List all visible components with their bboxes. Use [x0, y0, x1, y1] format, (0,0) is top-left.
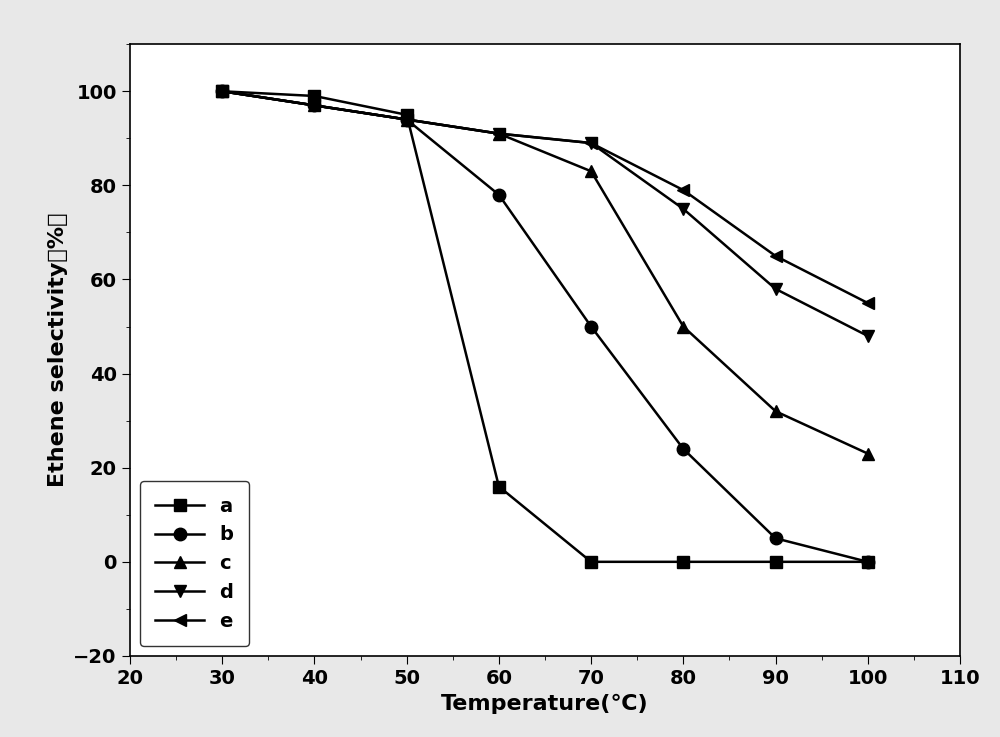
Legend: a, b, c, d, e: a, b, c, d, e	[140, 481, 249, 646]
c	[401, 115, 413, 124]
d	[770, 284, 782, 293]
a	[770, 557, 782, 566]
e	[216, 87, 228, 96]
c	[677, 322, 689, 331]
b	[585, 322, 597, 331]
Line: c: c	[216, 85, 874, 460]
d	[585, 139, 597, 147]
Line: a: a	[216, 85, 874, 568]
Line: d: d	[216, 85, 874, 342]
a	[493, 482, 505, 491]
Y-axis label: Ethene selectivity（%）: Ethene selectivity（%）	[48, 213, 68, 487]
d	[401, 115, 413, 124]
a	[585, 557, 597, 566]
a	[216, 87, 228, 96]
a	[677, 557, 689, 566]
b	[493, 190, 505, 199]
Line: b: b	[216, 85, 874, 568]
c	[770, 407, 782, 416]
e	[493, 129, 505, 138]
e	[770, 251, 782, 260]
b	[770, 534, 782, 542]
e	[308, 101, 320, 110]
d	[677, 204, 689, 213]
d	[308, 101, 320, 110]
c	[216, 87, 228, 96]
b	[862, 557, 874, 566]
b	[401, 115, 413, 124]
c	[493, 129, 505, 138]
e	[677, 186, 689, 195]
e	[401, 115, 413, 124]
b	[677, 444, 689, 453]
e	[862, 298, 874, 307]
d	[862, 332, 874, 340]
a	[401, 111, 413, 119]
a	[862, 557, 874, 566]
X-axis label: Temperature(℃): Temperature(℃)	[441, 694, 649, 714]
Line: e: e	[216, 85, 874, 310]
d	[493, 129, 505, 138]
c	[308, 101, 320, 110]
e	[585, 139, 597, 147]
c	[585, 167, 597, 175]
b	[308, 101, 320, 110]
c	[862, 449, 874, 458]
d	[216, 87, 228, 96]
a	[308, 91, 320, 100]
b	[216, 87, 228, 96]
